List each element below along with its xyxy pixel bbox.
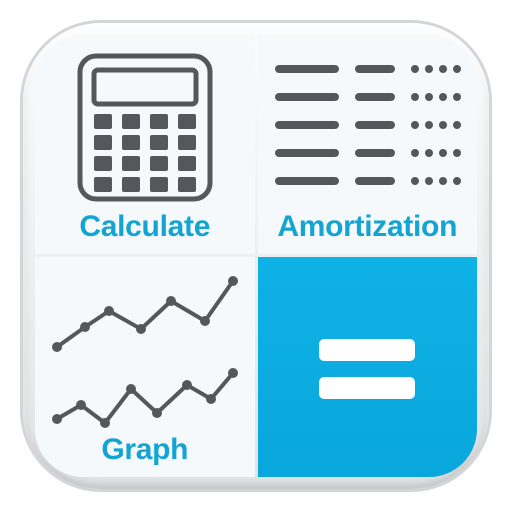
feature-grid: Calculate — [35, 35, 477, 477]
tile-amortization-label: Amortization — [277, 210, 457, 248]
app-icon: Calculate — [23, 23, 489, 489]
tile-graph[interactable]: Graph — [35, 257, 255, 477]
calculator-icon — [43, 45, 247, 210]
list-icon — [266, 45, 470, 210]
tile-calculate-label: Calculate — [79, 210, 210, 248]
tile-amortization[interactable]: Amortization — [258, 35, 478, 254]
equals-bar-bottom — [319, 377, 415, 399]
equals-bar-top — [319, 339, 415, 361]
tile-calculate[interactable]: Calculate — [35, 35, 255, 254]
line-chart-icon — [43, 267, 247, 433]
tile-equals[interactable] — [258, 257, 478, 477]
equals-icon — [319, 339, 415, 399]
tile-graph-label: Graph — [101, 433, 188, 471]
